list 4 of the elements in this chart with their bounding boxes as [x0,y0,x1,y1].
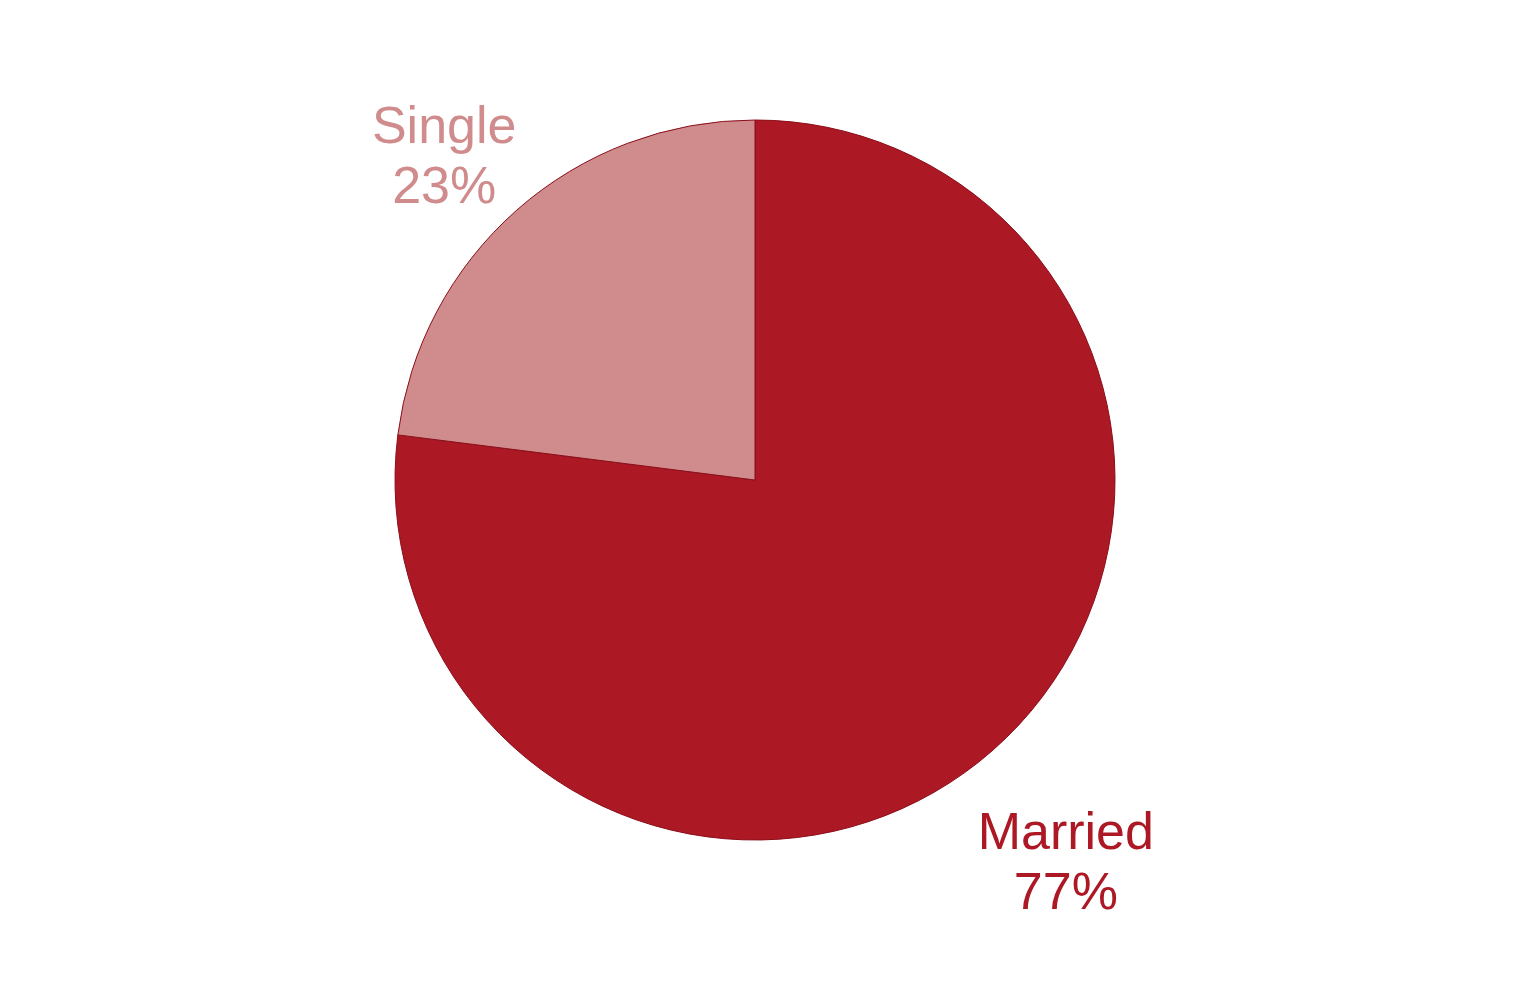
data-label: 23% [392,156,497,215]
slice-label: Single [371,96,517,155]
slice-label: Married [977,801,1154,860]
data-label: 77% [1013,861,1118,920]
